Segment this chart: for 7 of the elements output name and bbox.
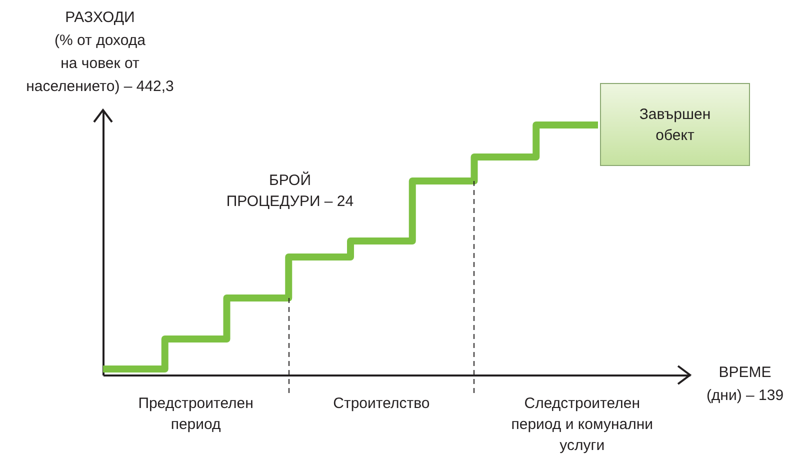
- text: ВРЕМЕ (дни) – 139: [705, 363, 785, 406]
- text: Строителство: [332, 394, 431, 414]
- y-axis-title: РАЗХОДИ (% от дохода на човек от населението) – 442,3: [25, 8, 175, 97]
- text: Следстроителен период и комунални услуги: [510, 394, 654, 455]
- annotation: БРОЙ ПРОЦЕДУРИ – 24: [225, 170, 355, 212]
- text: Предстроителен период: [137, 394, 254, 435]
- label-box: Завършен обект: [600, 83, 750, 166]
